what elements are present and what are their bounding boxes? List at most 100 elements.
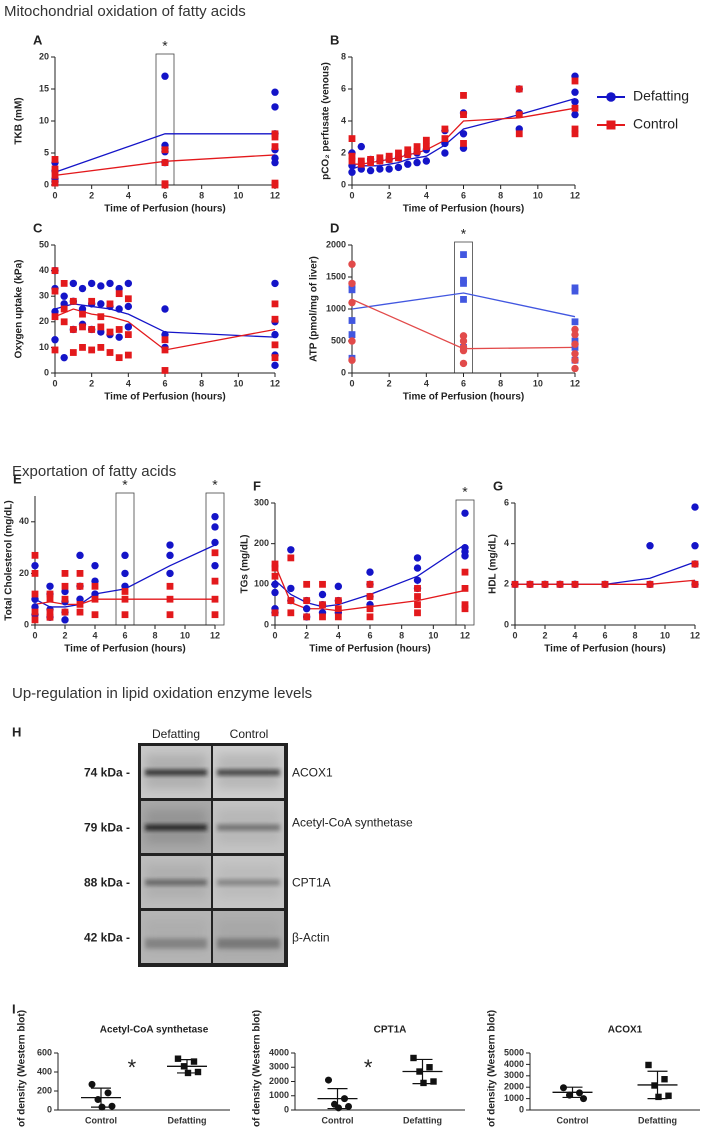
x-tick-label: 2 (387, 190, 392, 200)
y-tick-label: 0 (44, 367, 49, 377)
x-tick-label: Defatting (638, 1115, 677, 1125)
data-point (691, 580, 699, 588)
y-tick-label: 600 (37, 1047, 52, 1057)
data-point (414, 601, 421, 609)
x-tick-label: 10 (533, 190, 543, 200)
mean-line (54, 133, 275, 173)
y-tick-label: 1000 (326, 303, 346, 313)
y-tick-label: 0 (504, 619, 509, 629)
y-tick-label: 10 (39, 115, 49, 125)
x-tick-label: 6 (461, 190, 466, 200)
data-point (461, 552, 469, 560)
error-bar (177, 1059, 197, 1074)
data-point (115, 326, 123, 333)
y-tick-label: 200 (37, 1085, 52, 1095)
y-tick-label: 3000 (269, 1062, 289, 1072)
y-tick-label: 2000 (326, 239, 346, 249)
x-tick-label: 6 (602, 630, 607, 640)
y-tick-label: 6 (504, 497, 509, 507)
data-point (61, 582, 69, 590)
data-point (106, 300, 114, 308)
blot-band (217, 769, 280, 776)
y-axis-title: Peak of density (Western blot) (487, 1010, 498, 1129)
data-point (271, 580, 279, 589)
data-point (69, 279, 78, 288)
x-tick-label: 6 (122, 630, 127, 640)
data-point (459, 337, 468, 345)
data-point (334, 597, 342, 604)
x-axis-title: Time of Perfusion (hours) (104, 204, 226, 215)
data-point (60, 305, 68, 313)
data-point (190, 1058, 198, 1065)
data-point (413, 564, 422, 572)
data-point (271, 103, 279, 111)
x-tick-label: 0 (32, 630, 37, 640)
data-point (194, 1068, 202, 1076)
data-point (97, 344, 105, 351)
y-tick-label: 2000 (504, 1082, 524, 1092)
data-point (211, 538, 219, 547)
y-tick-label: 5 (44, 147, 49, 157)
data-point (88, 326, 96, 333)
x-tick-label: 4 (424, 190, 429, 200)
data-point (287, 597, 295, 604)
data-point (161, 367, 169, 374)
data-point (422, 143, 430, 150)
y-tick-label: 200 (254, 538, 269, 548)
data-point (88, 297, 96, 305)
data-point (97, 300, 105, 308)
data-point (211, 512, 219, 521)
y-axis-title: TGs (mg/dL) (240, 535, 251, 594)
data-point (665, 1092, 672, 1099)
data-point (79, 310, 86, 318)
molecular-weight: 79 kDa - (84, 821, 130, 835)
data-point (319, 580, 326, 588)
panel-label: F (253, 478, 261, 493)
data-point (348, 135, 356, 142)
data-point (79, 323, 86, 331)
data-point (166, 595, 174, 603)
data-point (121, 611, 129, 619)
data-point (420, 1079, 427, 1087)
data-point (211, 611, 219, 619)
data-point (461, 568, 469, 576)
x-tick-label: 8 (199, 190, 204, 200)
section-heading: Up-regulation in lipid oxidation enzyme … (12, 685, 312, 702)
blot-band (217, 824, 280, 831)
data-point (61, 608, 69, 616)
panel-label: C (33, 220, 43, 235)
section-heading: Exportation of fatty acids (12, 463, 176, 480)
protein-name: ACOX1 (292, 766, 333, 780)
blot-haze (145, 919, 207, 954)
y-tick-label: 400 (37, 1066, 52, 1076)
y-axis-title: pCO₂ perfusate (venous) (321, 62, 332, 180)
x-tick-label: 4 (572, 630, 577, 640)
data-point (413, 148, 421, 155)
data-point (430, 1078, 437, 1085)
lane-label: Defatting (152, 727, 200, 741)
data-point (271, 354, 279, 362)
data-point (51, 346, 59, 354)
data-point (174, 1055, 182, 1062)
x-axis-title: Time of Perfusion (hours) (403, 392, 525, 403)
data-point (571, 318, 579, 326)
data-point (60, 292, 68, 300)
y-tick-label: 0 (44, 179, 49, 189)
data-point (121, 551, 129, 560)
x-tick-label: 6 (461, 378, 466, 388)
data-point (348, 317, 356, 324)
x-axis-title: Time of Perfusion (hours) (544, 644, 666, 655)
x-tick-label: 12 (570, 190, 580, 200)
data-point (366, 568, 374, 576)
data-point (287, 609, 295, 617)
x-tick-label: 2 (542, 630, 547, 640)
y-tick-label: 30 (39, 291, 49, 301)
data-point (413, 576, 422, 584)
x-tick-label: 4 (336, 630, 341, 640)
y-tick-label: 4 (341, 115, 346, 125)
x-tick-label: 0 (349, 190, 354, 200)
y-tick-label: 50 (39, 239, 49, 249)
x-tick-label: 8 (152, 630, 157, 640)
data-point (303, 580, 311, 588)
data-point (287, 546, 295, 554)
